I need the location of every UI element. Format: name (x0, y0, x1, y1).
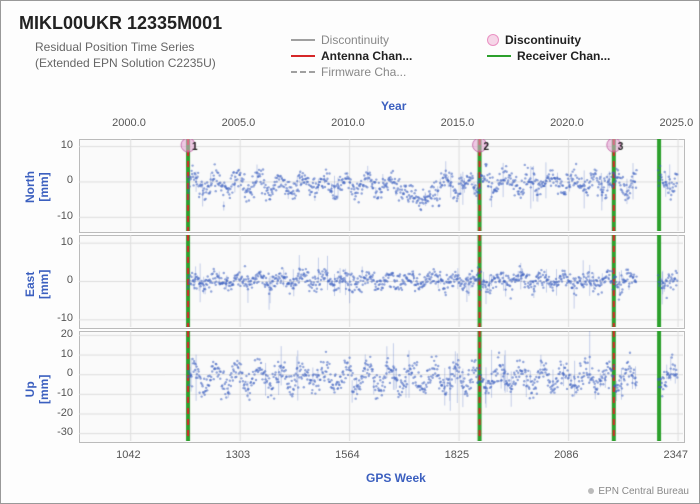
dot-icon (487, 34, 499, 46)
bottom-tick-label: 1564 (335, 449, 359, 461)
line-icon (291, 39, 315, 41)
bottom-tick-label: 1825 (445, 449, 469, 461)
ytick-label: 10 (61, 236, 73, 248)
top-tick-label: 2015.0 (441, 117, 475, 129)
yaxis-title-north: North[mm] (23, 171, 52, 203)
ytick-label: -10 (57, 210, 73, 222)
ytick-label: 0 (67, 174, 73, 186)
chart-subtitle: Residual Position Time Series (Extended … (35, 39, 216, 71)
ytick-label: -10 (57, 387, 73, 399)
bottom-tick-label: 1042 (116, 449, 140, 461)
panel-canvas-up (79, 331, 683, 441)
subtitle-line-2: (Extended EPN Solution C2235U) (35, 56, 216, 70)
top-tick-label: 2025.0 (660, 117, 694, 129)
legend-antenna: Antenna Chan... (291, 49, 481, 63)
legend: Discontinuity Discontinuity Antenna Chan… (291, 33, 677, 79)
top-tick-label: 2000.0 (112, 117, 146, 129)
line-icon (487, 55, 511, 57)
bottom-tick-label: 1303 (226, 449, 250, 461)
ytick-label: 20 (61, 328, 73, 340)
bottom-tick-label: 2347 (664, 449, 688, 461)
subtitle-line-1: Residual Position Time Series (35, 40, 194, 54)
legend-discontinuity-line: Discontinuity (291, 33, 481, 47)
footer-credit: EPN Central Bureau (588, 486, 689, 497)
bottom-axis-title: GPS Week (366, 471, 426, 485)
bottom-tick-label: 2086 (554, 449, 578, 461)
ytick-label: 10 (61, 348, 73, 360)
panel-canvas-east (79, 235, 683, 327)
legend-firmware: Firmware Cha... (291, 65, 481, 79)
ytick-label: -30 (57, 426, 73, 438)
ytick-label: -20 (57, 407, 73, 419)
dot-icon (588, 488, 594, 494)
ytick-label: 0 (67, 274, 73, 286)
chart-container: MIKL00UKR 12335M001 Residual Position Ti… (0, 0, 700, 504)
yaxis-title-up: Up[mm] (23, 375, 52, 404)
top-axis-title: Year (381, 99, 406, 113)
chart-title: MIKL00UKR 12335M001 (19, 13, 222, 34)
ytick-label: 0 (67, 367, 73, 379)
top-tick-label: 2020.0 (550, 117, 584, 129)
top-tick-label: 2010.0 (331, 117, 365, 129)
legend-receiver: Receiver Chan... (487, 49, 677, 63)
legend-discontinuity-dot: Discontinuity (487, 33, 677, 47)
yaxis-title-east: East[mm] (23, 270, 52, 299)
ytick-label: 10 (61, 139, 73, 151)
top-tick-label: 2005.0 (222, 117, 256, 129)
panel-canvas-north (79, 139, 683, 231)
line-icon (291, 55, 315, 57)
ytick-label: -10 (57, 312, 73, 324)
line-icon (291, 71, 315, 73)
